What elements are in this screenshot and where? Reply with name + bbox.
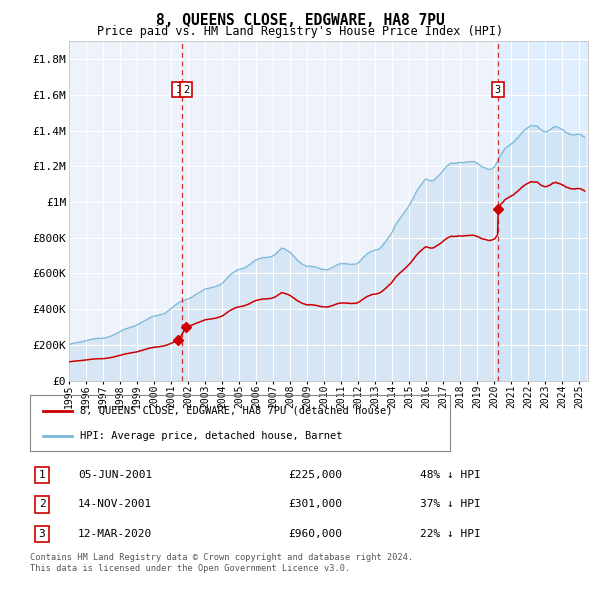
Text: 1: 1: [175, 84, 182, 94]
Text: 8, QUEENS CLOSE, EDGWARE, HA8 7PU (detached house): 8, QUEENS CLOSE, EDGWARE, HA8 7PU (detac…: [80, 406, 393, 416]
Text: This data is licensed under the Open Government Licence v3.0.: This data is licensed under the Open Gov…: [30, 565, 350, 573]
Text: Price paid vs. HM Land Registry's House Price Index (HPI): Price paid vs. HM Land Registry's House …: [97, 25, 503, 38]
Text: 05-JUN-2001: 05-JUN-2001: [78, 470, 152, 480]
Text: 2: 2: [183, 84, 189, 94]
Text: £301,000: £301,000: [288, 500, 342, 509]
Text: £225,000: £225,000: [288, 470, 342, 480]
Text: Contains HM Land Registry data © Crown copyright and database right 2024.: Contains HM Land Registry data © Crown c…: [30, 553, 413, 562]
Text: 12-MAR-2020: 12-MAR-2020: [78, 529, 152, 539]
Text: 2: 2: [38, 500, 46, 509]
Text: 8, QUEENS CLOSE, EDGWARE, HA8 7PU: 8, QUEENS CLOSE, EDGWARE, HA8 7PU: [155, 13, 445, 28]
Text: 1: 1: [38, 470, 46, 480]
Text: HPI: Average price, detached house, Barnet: HPI: Average price, detached house, Barn…: [80, 431, 343, 441]
Text: 3: 3: [38, 529, 46, 539]
Text: 48% ↓ HPI: 48% ↓ HPI: [420, 470, 481, 480]
Text: 37% ↓ HPI: 37% ↓ HPI: [420, 500, 481, 509]
Text: £960,000: £960,000: [288, 529, 342, 539]
Text: 22% ↓ HPI: 22% ↓ HPI: [420, 529, 481, 539]
Text: 14-NOV-2001: 14-NOV-2001: [78, 500, 152, 509]
Text: 3: 3: [494, 84, 501, 94]
Bar: [497, 41, 588, 381]
